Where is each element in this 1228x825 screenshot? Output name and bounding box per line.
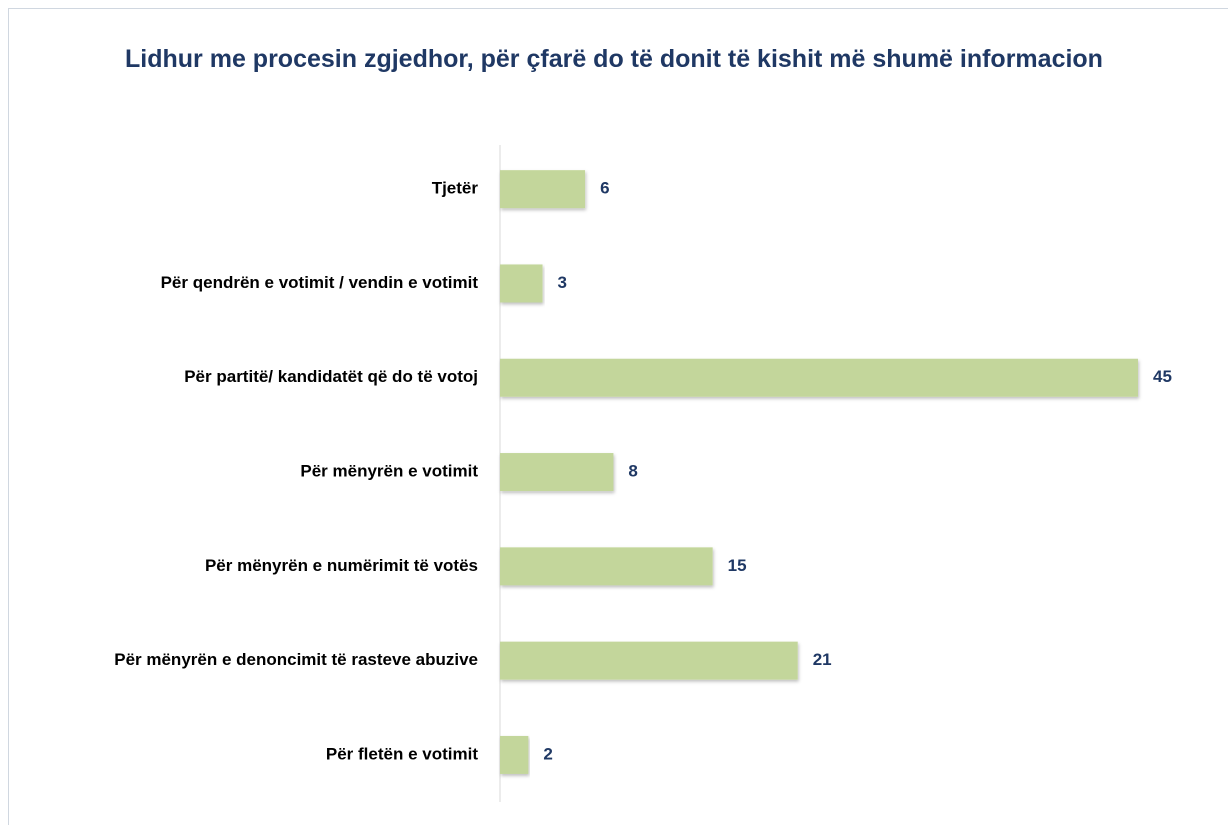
category-label: Për partitë/ kandidatët që do të votoj [184,367,478,386]
bar [500,735,529,774]
value-label: 3 [558,273,567,292]
value-label: 8 [628,462,637,481]
value-label: 6 [600,179,609,198]
category-label: Për qendrën e votimit / vendin e votimit [161,273,479,292]
bar [500,641,798,680]
category-label: Për mënyrën e denoncimit të rasteve abuz… [114,650,478,669]
value-label: 15 [728,556,747,575]
bar [500,453,614,492]
chart-frame [8,8,1228,825]
chart-title: Lidhur me procesin zgjedhor, për çfarë d… [125,45,1103,73]
category-label: Për fletën e votimit [326,744,478,763]
value-label: 45 [1153,367,1172,386]
bar [500,547,713,586]
value-label: 2 [543,744,552,763]
category-label: Për mënyrën e numërimit të votës [205,556,478,575]
bar [500,264,543,303]
bar [500,358,1138,397]
bar [500,170,586,209]
value-label: 21 [813,650,832,669]
category-label: Për mënyrën e votimit [300,462,478,481]
category-label: Tjetër [432,179,479,198]
